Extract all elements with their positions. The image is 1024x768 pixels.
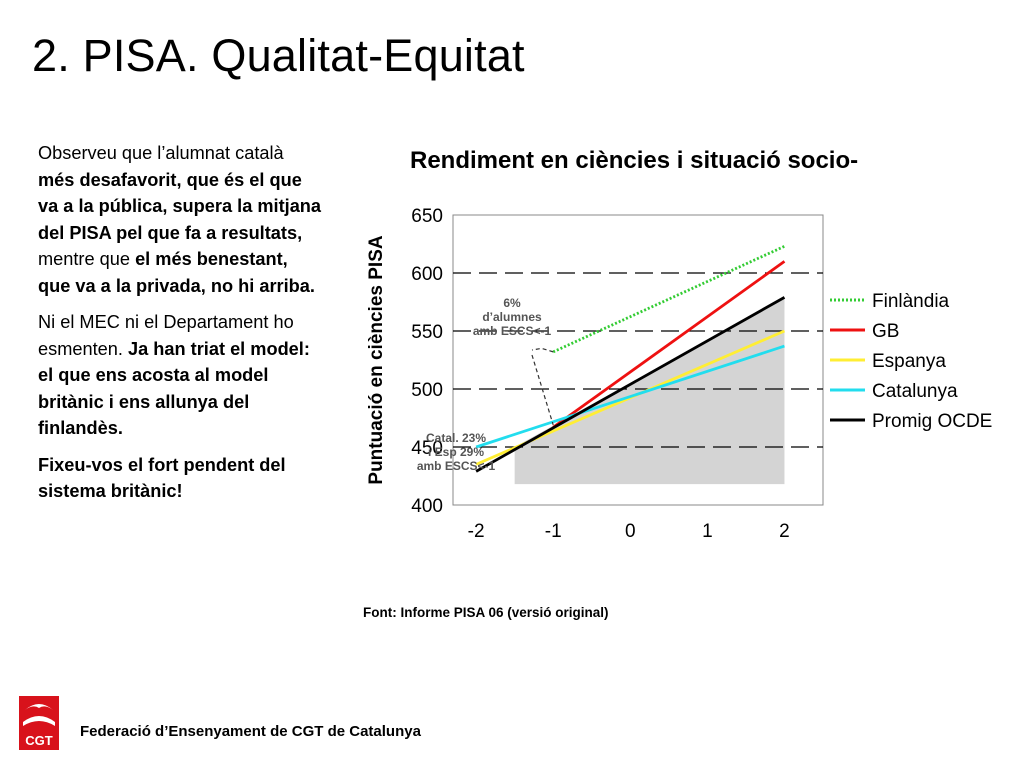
y-tick-label: 650 [411, 206, 443, 227]
annotation-label: d’alumnes [482, 310, 542, 324]
x-tick-label: -2 [468, 521, 485, 542]
text-run: Observeu que l’alumnat català [38, 143, 284, 163]
x-tick-label: 0 [625, 521, 636, 542]
paragraph-1: Observeu que l’alumnat català més desafa… [38, 140, 323, 299]
text-run: Ni el MEC ni el Departament ho esmenten. [38, 312, 294, 359]
legend-label: Espanya [872, 351, 946, 372]
slide-title: 2. PISA. Qualitat-Equitat [32, 30, 525, 81]
annotation-label: amb ESCS<-1 [473, 324, 552, 338]
paragraph-3: Fixeu-vos el fort pendent del sistema br… [38, 452, 323, 505]
annotation-label: i Esp 29% [428, 445, 484, 459]
series-line [475, 344, 785, 449]
x-tick-label: 2 [779, 521, 790, 542]
y-tick-label: 600 [411, 264, 443, 285]
x-tick-label: 1 [702, 521, 713, 542]
legend-label: Catalunya [872, 381, 958, 402]
chart-title: Rendiment en ciències i situació socio- [410, 147, 858, 174]
y-tick-label: 400 [411, 496, 443, 517]
y-tick-label: 550 [411, 322, 443, 343]
legend-label: Promig OCDE [872, 411, 992, 432]
cgt-logo: CGT [19, 696, 59, 750]
source-note: Font: Informe PISA 06 (versió original) [363, 605, 609, 620]
text-run: mentre que [38, 249, 136, 269]
text-run: més desafavorit, que és el que va a la p… [38, 169, 322, 243]
annotation-label: Catal. 23% [426, 431, 486, 445]
footer-text: Federació d’Ensenyament de CGT de Catalu… [80, 723, 421, 740]
legend-label: GB [872, 321, 899, 342]
paragraph-2: Ni el MEC ni el Departament ho esmenten.… [38, 309, 323, 442]
series-line [552, 260, 786, 429]
y-tick-label: 450 [411, 438, 443, 459]
chart: Rendiment en ciències i situació socio- 6… [360, 140, 1010, 560]
annotation-leader [531, 354, 554, 426]
chart-svg: Rendiment en ciències i situació socio- 6… [366, 147, 992, 542]
legend-label: Finlàndia [872, 291, 950, 312]
text-run: Fixeu-vos el fort pendent del sistema br… [38, 454, 286, 502]
annotation-label: amb ESCS<-1 [417, 459, 496, 473]
y-axis-label: Puntuació en ciències PISA [366, 235, 387, 484]
series-line [475, 296, 786, 473]
body-text: Observeu que l’alumnat català més desafa… [38, 140, 323, 515]
svg-text:CGT: CGT [25, 733, 53, 748]
text-run: Ja han triat el model: el que ens acosta… [38, 338, 310, 439]
text-run: el més benestant, que va a la privada, n… [38, 249, 315, 296]
annotation-label: 6% [503, 296, 521, 310]
x-tick-label: -1 [545, 521, 562, 542]
y-tick-label: 500 [411, 380, 443, 401]
